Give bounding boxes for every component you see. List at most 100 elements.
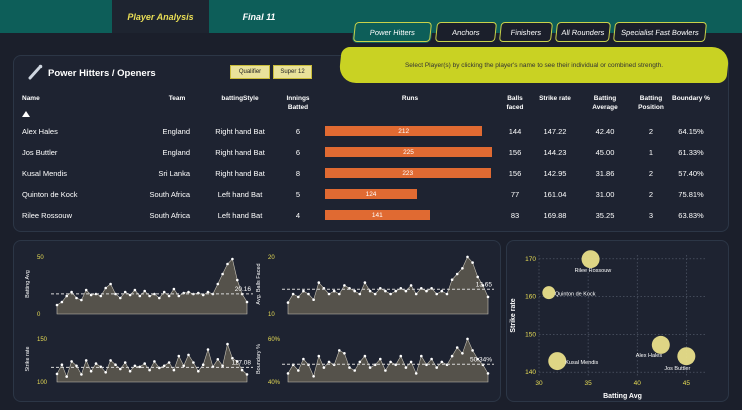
super12-filter-chip[interactable]: Super 12 [273, 65, 312, 79]
player-name-link[interactable]: Alex Hales [22, 127, 58, 136]
y-axis-label: Boundary % [256, 344, 262, 374]
trend-point [286, 301, 290, 304]
trend-point [338, 292, 341, 296]
col-header-boundary[interactable]: Boundary % [672, 95, 710, 102]
col-header-strike-rate[interactable]: Strike rate [539, 95, 571, 102]
y-tick-label: 150 [37, 337, 48, 343]
trend-point [291, 292, 295, 296]
tab-label: Specialist Fast Bowlers [620, 27, 700, 37]
trend-point [440, 289, 444, 293]
trend-point [420, 354, 423, 358]
team-cell: England [162, 148, 190, 157]
scatter-point-label: Rilee Rossouw [575, 268, 612, 274]
trend-point [187, 290, 190, 294]
tab-final-11[interactable]: Final 11 [242, 11, 276, 22]
trend-point [353, 289, 357, 293]
y-tick-label: 40% [268, 380, 281, 386]
player-name-link[interactable]: Kusal Mendis [22, 169, 68, 178]
trend-point [84, 359, 88, 362]
team-cell: Sri Lanka [158, 169, 190, 178]
tab-label: Anchors [451, 27, 481, 37]
trend-point [317, 354, 321, 358]
y-tick-label: 160 [525, 294, 536, 301]
team-cell: South Africa [149, 190, 190, 199]
runs-bar: 124 [325, 189, 418, 199]
trend-point [231, 356, 234, 360]
trend-point [481, 284, 485, 287]
trend-point [75, 296, 78, 300]
scatter-point[interactable] [581, 250, 600, 269]
x-tick-label: 45 [683, 380, 691, 387]
tab-specialist-fast-bowlers[interactable]: Specialist Fast Bowlers [612, 22, 708, 42]
trend-point [389, 292, 392, 296]
balls-faced-cell: 156 [508, 169, 522, 178]
col-header-batting-pos[interactable]: Batting Position [638, 95, 664, 111]
balls-faced-cell: 144 [508, 127, 522, 136]
trend-point [404, 366, 408, 369]
trend-point [307, 292, 310, 296]
trend-point [148, 368, 151, 372]
trend-point [297, 295, 300, 299]
trend-point [240, 368, 244, 372]
qualifier-filter-chip[interactable]: Qualifier [230, 65, 270, 79]
trend-point [332, 289, 336, 293]
balls-faced-cell: 77 [510, 190, 520, 199]
trend-point [358, 360, 362, 364]
col-header-batting-avg[interactable]: Batting Average [592, 95, 618, 111]
trend-point [104, 286, 107, 290]
trend-point [327, 360, 331, 364]
trend-area [56, 343, 248, 383]
trend-point [343, 352, 346, 355]
trend-point [409, 360, 413, 364]
trend-point [60, 300, 64, 304]
trend-point [153, 360, 156, 363]
trend-charts-svg: 20.16 50 0 Batting Avg 13.65 20 10 Avg. Balls F… [25, 255, 494, 386]
sort-up-icon[interactable] [22, 111, 30, 117]
player-name-link[interactable]: Rilee Rossouw [22, 211, 73, 220]
section-title: Power Hitters / Openers [48, 68, 156, 79]
trend-point [148, 294, 151, 298]
trend-point [476, 275, 480, 279]
batting-style-cell: Left hand Bat [217, 211, 263, 220]
player-name-link[interactable]: Quinton de Kock [22, 190, 78, 199]
scatter-point[interactable] [542, 286, 556, 300]
trend-point [297, 369, 300, 372]
scatter-point[interactable] [548, 352, 567, 371]
trend-point [75, 364, 78, 368]
trend-point [394, 289, 398, 293]
trend-point [167, 361, 171, 364]
trend-point [128, 293, 132, 297]
tab-all-rounders[interactable]: All Rounders [554, 22, 612, 42]
player-name-link[interactable]: Jos Buttler [22, 148, 58, 157]
col-header-innings[interactable]: Innings Batted [286, 95, 310, 111]
col-header-batting-style[interactable]: battingStyle [221, 95, 259, 102]
trend-point [55, 372, 59, 376]
tab-player-analysis[interactable]: Player Analysis [112, 0, 209, 33]
col-header-team[interactable]: Team [168, 95, 186, 102]
trend-point [445, 292, 449, 296]
trend-point [60, 363, 64, 366]
col-header-name[interactable]: Name [22, 95, 40, 102]
innings-cell: 5 [295, 190, 301, 199]
scatter-point[interactable] [677, 347, 696, 366]
runs-bar: 141 [325, 210, 430, 220]
scatter-point[interactable] [651, 335, 670, 354]
col-header-runs[interactable]: Runs [401, 95, 419, 102]
tab-power-hitters[interactable]: Power Hitters [352, 22, 433, 42]
trend-point [420, 287, 423, 290]
scatter-point-label: Alex Hales [636, 353, 663, 359]
batting-style-cell: Right hand Bat [215, 148, 265, 157]
tab-anchors[interactable]: Anchors [434, 22, 498, 42]
trend-point [312, 375, 315, 378]
average-label: 50.34% [470, 356, 492, 363]
innings-cell: 8 [295, 169, 301, 178]
trend-point [65, 294, 68, 298]
col-header-balls[interactable]: Balls faced [506, 95, 524, 111]
y-axis-label: Batting Avg [25, 270, 31, 298]
selection-hint-banner: Select Player(s) by clicking the player'… [338, 47, 730, 83]
scatter-point-label: Kusal Mendis [565, 360, 598, 366]
trend-point [466, 255, 469, 259]
trend-point [167, 294, 171, 298]
tab-finishers[interactable]: Finishers [498, 22, 554, 42]
trend-point [123, 361, 127, 364]
